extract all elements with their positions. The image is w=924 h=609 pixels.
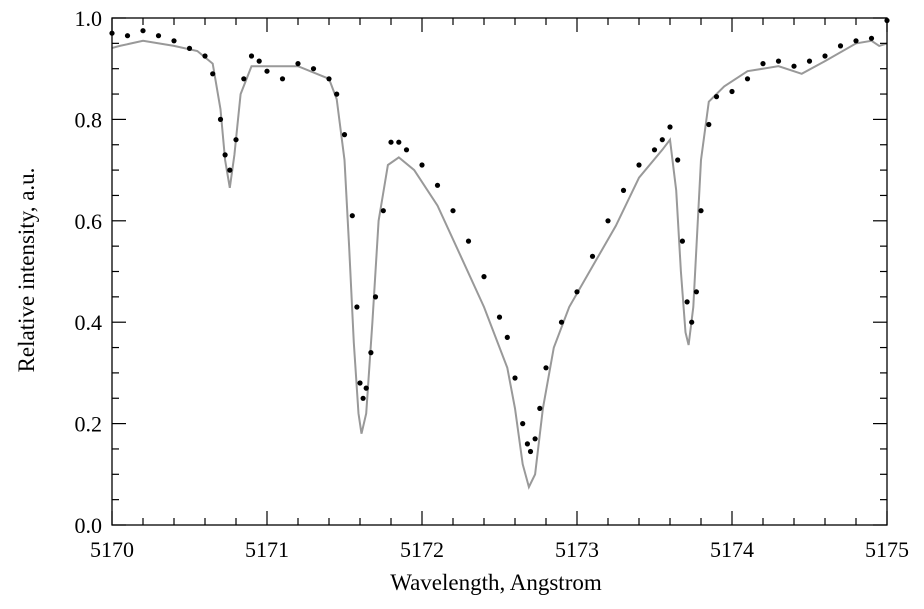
observed-point [685, 299, 690, 304]
observed-dots-layer [109, 18, 889, 454]
y-tick-label: 0.4 [75, 310, 103, 335]
observed-point [435, 183, 440, 188]
observed-point [714, 94, 719, 99]
observed-point [574, 289, 579, 294]
observed-point [869, 36, 874, 41]
observed-point [760, 61, 765, 66]
y-axis-title: Relative intensity, a.u. [14, 168, 39, 373]
observed-point [698, 208, 703, 213]
observed-point [497, 315, 502, 320]
observed-point [326, 76, 331, 81]
observed-point [295, 61, 300, 66]
observed-point [543, 365, 548, 370]
observed-point [520, 421, 525, 426]
observed-point [361, 396, 366, 401]
observed-point [605, 218, 610, 223]
observed-point [373, 294, 378, 299]
observed-point [404, 147, 409, 152]
observed-point [368, 350, 373, 355]
observed-point [694, 289, 699, 294]
observed-point [450, 208, 455, 213]
observed-point [350, 213, 355, 218]
plot-frame [112, 18, 887, 525]
observed-point [838, 43, 843, 48]
y-tick-label: 1.0 [75, 6, 103, 31]
x-tick-label: 5170 [90, 537, 134, 562]
tick-labels-layer: 5170 5171 5172 5173 5174 5175 0.0 0.2 0.4 0.6 0.8 1… [75, 6, 910, 562]
observed-point [357, 380, 362, 385]
observed-point [776, 59, 781, 64]
observed-point [257, 59, 262, 64]
observed-point [342, 132, 347, 137]
axes-layer [112, 18, 887, 525]
x-tick-label: 5174 [710, 537, 754, 562]
observed-point [528, 449, 533, 454]
observed-point [481, 274, 486, 279]
observed-point [745, 76, 750, 81]
observed-point [559, 320, 564, 325]
x-tick-label: 5172 [400, 537, 444, 562]
observed-point [822, 53, 827, 58]
observed-point [388, 140, 393, 145]
x-tick-label: 5173 [555, 537, 599, 562]
y-tick-label: 0.6 [75, 209, 103, 234]
observed-point [680, 239, 685, 244]
observed-point [505, 335, 510, 340]
observed-point [807, 59, 812, 64]
observed-point [218, 117, 223, 122]
observed-point [280, 76, 285, 81]
x-tick-label: 5171 [245, 537, 289, 562]
observed-point [364, 386, 369, 391]
observed-point [311, 66, 316, 71]
observed-point [171, 38, 176, 43]
observed-point [533, 436, 538, 441]
observed-point [689, 320, 694, 325]
observed-point [354, 304, 359, 309]
observed-point [334, 92, 339, 97]
observed-point [675, 157, 680, 162]
observed-point [202, 53, 207, 58]
observed-point [210, 71, 215, 76]
observed-point [264, 69, 269, 74]
observed-point [249, 53, 254, 58]
observed-point [537, 406, 542, 411]
observed-point [853, 38, 858, 43]
observed-point [156, 33, 161, 38]
observed-point [223, 152, 228, 157]
observed-point [667, 124, 672, 129]
y-tick-label: 0.0 [75, 513, 103, 538]
x-tick-label: 5175 [865, 537, 909, 562]
observed-point [706, 122, 711, 127]
observed-point [525, 441, 530, 446]
observed-point [636, 162, 641, 167]
observed-point [233, 137, 238, 142]
observed-point [381, 208, 386, 213]
observed-point [187, 46, 192, 51]
model-line [109, 41, 887, 525]
model-line-layer [109, 41, 887, 525]
y-tick-label: 0.2 [75, 412, 103, 437]
observed-point [652, 147, 657, 152]
observed-point [419, 162, 424, 167]
observed-point [466, 239, 471, 244]
observed-point [729, 89, 734, 94]
observed-point [227, 168, 232, 173]
observed-point [512, 375, 517, 380]
observed-point [241, 76, 246, 81]
observed-point [590, 254, 595, 259]
observed-point [660, 137, 665, 142]
y-tick-label: 0.8 [75, 107, 103, 132]
observed-point [621, 188, 626, 193]
observed-point [140, 28, 145, 33]
observed-point [791, 64, 796, 69]
observed-point [125, 33, 130, 38]
x-axis-title: Wavelength, Angstrom [390, 570, 602, 595]
observed-point [396, 140, 401, 145]
